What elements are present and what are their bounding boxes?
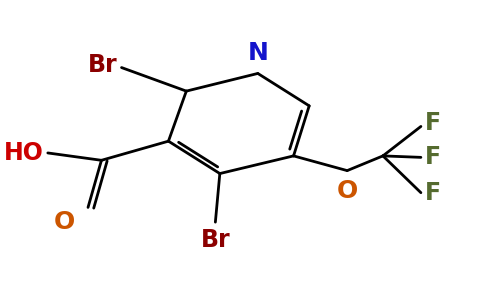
Text: Br: Br (88, 52, 117, 76)
Text: F: F (425, 146, 441, 170)
Text: F: F (425, 181, 441, 205)
Text: O: O (53, 210, 75, 234)
Text: O: O (336, 179, 358, 203)
Text: Br: Br (200, 228, 230, 252)
Text: F: F (425, 112, 441, 136)
Text: HO: HO (4, 141, 44, 165)
Text: N: N (247, 40, 268, 64)
